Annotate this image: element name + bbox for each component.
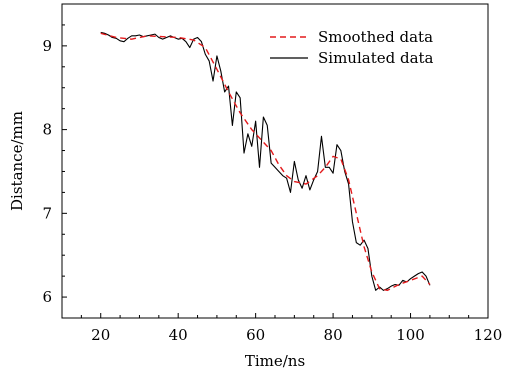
y-tick-label: 6 xyxy=(42,288,52,306)
x-axis: 20 40 60 80 100 120 xyxy=(61,313,503,344)
x-tick-label: 120 xyxy=(474,326,503,344)
x-tick-label: 100 xyxy=(396,326,425,344)
x-axis-label: Time/ns xyxy=(245,352,305,370)
y-tick-label: 7 xyxy=(42,204,52,222)
legend-label-simulated: Simulated data xyxy=(318,49,434,67)
y-tick-label: 9 xyxy=(42,37,52,55)
y-axis-label: Distance/mm xyxy=(8,111,26,211)
smoothed-data-line xyxy=(100,32,431,292)
y-axis: 6 7 8 9 xyxy=(42,3,67,319)
x-tick-label: 20 xyxy=(91,326,110,344)
x-tick-label: 60 xyxy=(246,326,265,344)
x-tick-label: 40 xyxy=(169,326,188,344)
y-tick-label: 8 xyxy=(42,121,52,139)
simulated-data-line xyxy=(100,31,431,291)
legend: Smoothed data Simulated data xyxy=(270,28,434,67)
legend-label-smoothed: Smoothed data xyxy=(318,28,433,46)
series-layer xyxy=(100,31,431,292)
x-tick-label: 80 xyxy=(324,326,343,344)
